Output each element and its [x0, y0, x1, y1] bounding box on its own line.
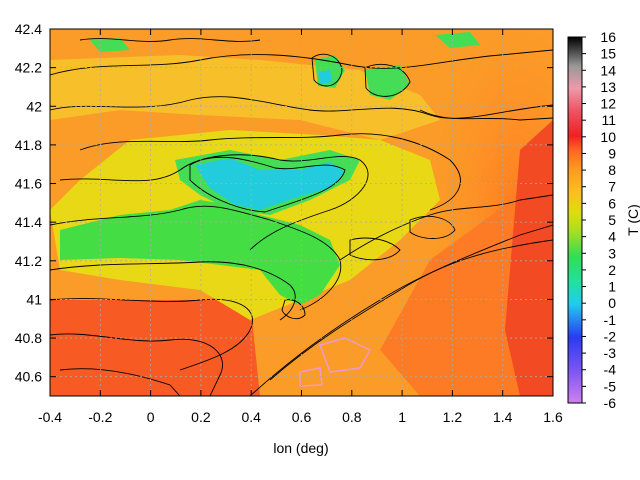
y-tick-label: 42: [26, 98, 42, 114]
x-tick-label: 0.4: [241, 409, 261, 425]
colorbar-tick-label: -5: [604, 378, 617, 394]
contour-line: [189, 156, 346, 213]
contour-line: [50, 261, 296, 321]
colorbar-tick-label: 7: [608, 179, 616, 195]
contour-line: [349, 237, 401, 261]
colorbar-tick-label: 12: [600, 96, 616, 112]
heatmap-green-patch-3: [90, 38, 130, 52]
colorbar-tick-label: -2: [604, 328, 617, 344]
y-tick-label: 41.2: [15, 253, 42, 269]
y-tick-label: 41: [26, 291, 42, 307]
y-tick-label: 40.6: [15, 369, 42, 385]
colorbar-tick-label: -1: [604, 312, 617, 328]
colorbar-tick-label: 8: [608, 162, 616, 178]
contour-lines: [50, 38, 553, 396]
colorbar-tick-label: 2: [608, 262, 616, 278]
colorbar-tick-label: -3: [604, 345, 617, 361]
grid-lines: [50, 29, 553, 396]
x-tick-label: 1: [398, 409, 406, 425]
contour-line: [269, 239, 553, 381]
heatmap-green-valley: [60, 200, 340, 305]
colorbar-tick-label: -4: [604, 362, 617, 378]
colorbar-tick-label: 14: [600, 62, 616, 78]
heatmap-green-patch-4: [435, 32, 480, 48]
heatmap-yellow-north: [50, 55, 440, 140]
heatmap-pink-spot: [319, 337, 372, 373]
heatmap-cyan-core: [195, 158, 345, 210]
colorbar-tick-label: 15: [600, 46, 616, 62]
contour-line: [311, 53, 343, 87]
contour-line: [409, 216, 456, 239]
contour-line: [281, 299, 306, 320]
colorbar-tick-label: -6: [604, 395, 617, 411]
colorbar-tick-label: 9: [608, 145, 616, 161]
colorbar-tick-label: 13: [600, 79, 616, 95]
contour-line: [50, 298, 253, 371]
x-axis: -0.4 -0.2 0 0.2 0.4 0.6 0.8 1 1.2 1.4 1.6: [38, 29, 563, 425]
x-tick-label: 0.6: [292, 409, 312, 425]
colorbar-tick-label: 1: [608, 279, 616, 295]
x-tick-label: 1.2: [443, 409, 463, 425]
contour-line: [59, 368, 181, 396]
x-tick-label: -0.2: [88, 409, 112, 425]
contour-line: [50, 333, 223, 396]
colorbar-tick-label: 11: [601, 112, 616, 128]
colorbar-tick-label: 5: [608, 212, 616, 228]
y-tick-label: 41.4: [15, 214, 42, 230]
colorbar-tick-label: 6: [608, 195, 616, 211]
colorbar-tick-label: 16: [600, 29, 616, 45]
x-tick-label: 0: [147, 409, 155, 425]
contour-line: [79, 38, 261, 42]
contour-line: [59, 154, 369, 251]
x-tick-label: -0.4: [38, 409, 62, 425]
x-tick-label: 1.4: [493, 409, 513, 425]
heatmap-cold-spot-1: [318, 70, 332, 84]
x-axis-label: lon (deg): [273, 440, 328, 456]
colorbar: [567, 36, 583, 404]
contour-line: [339, 194, 553, 261]
contour-line: [50, 205, 342, 311]
x-tick-label: 0.8: [342, 409, 362, 425]
colorbar-label: T (C): [625, 204, 640, 236]
heatmap-pink-spot-2: [299, 367, 323, 387]
contour-line: [249, 224, 553, 396]
contour-line: [79, 133, 461, 211]
y-tick-label: 42.2: [15, 60, 42, 76]
colorbar-tick-label: 3: [608, 245, 616, 261]
contour-line: [419, 109, 553, 121]
heatmap-plot-area: [50, 29, 553, 396]
contour-line: [50, 49, 553, 76]
y-axis: 40.6 40.8 41 41.2 41.4 41.6 41.8 42 42.2 42.4: [15, 21, 553, 385]
y-tick-label: 41.8: [15, 137, 42, 153]
heatmap-green-patch-2: [365, 65, 410, 100]
y-tick-label: 40.8: [15, 330, 42, 346]
y-tick-label: 41.6: [15, 176, 42, 192]
heatmap-hot-edge: [505, 120, 553, 396]
colorbar-tick-label: 0: [608, 295, 616, 311]
contour-line: [364, 63, 411, 97]
x-tick-label: 1.6: [543, 409, 563, 425]
colorbar-tick-label: 4: [608, 229, 616, 245]
colorbar-tick-label: 10: [600, 129, 616, 145]
x-tick-label: 0.2: [191, 409, 211, 425]
heatmap-hot-south: [50, 300, 260, 396]
y-tick-label: 42.4: [15, 21, 42, 37]
